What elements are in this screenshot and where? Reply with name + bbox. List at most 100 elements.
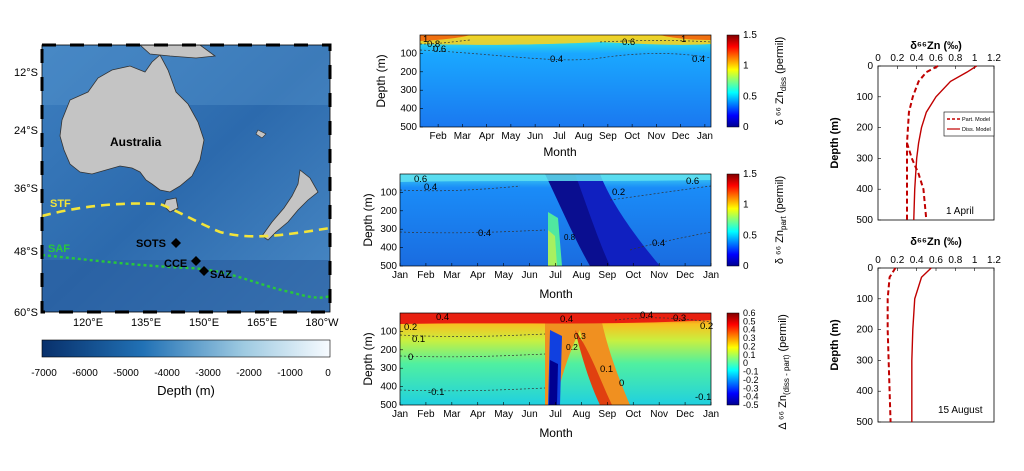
contour-label: 0.4 [560, 314, 573, 325]
x-tick-label: Sep [598, 270, 616, 281]
australia-landmass [59, 54, 205, 193]
colorbar-tick-label: 0.5 [743, 91, 757, 102]
x-tick-label: Jul [549, 270, 562, 281]
lon-label: 165°E [247, 317, 277, 329]
x-tick-label: 1 [972, 53, 978, 64]
series-line-particulate [886, 267, 897, 423]
legend-item: Part. Model [962, 117, 990, 123]
contour-label: 0.4 [640, 310, 653, 321]
x-tick-label: 0.6 [929, 255, 943, 266]
series-line-dissolved [913, 65, 977, 221]
y-axis-label: Depth (m) [361, 193, 375, 246]
contour-label: 0.3 [673, 313, 686, 324]
x-tick-label: Apr [470, 409, 486, 420]
y-tick-label: 300 [380, 224, 397, 235]
date-annotation: 15 August [938, 405, 983, 416]
x-tick-label: Sep [598, 409, 616, 420]
bathy-tick: 0 [325, 368, 331, 379]
y-tick-label: 300 [856, 153, 873, 164]
colorbar-tick-label: 0 [743, 261, 749, 272]
stf-front-line [42, 202, 330, 238]
heatmap-part-panel: 0.6 0.4 0.4 0.2 0.6 0.4 0.8 Jan Feb Mar Apr… [361, 169, 788, 301]
colorbar [726, 34, 740, 128]
x-tick-label: 0.6 [929, 53, 943, 64]
colorbar-tick-label: 0.2 [743, 341, 756, 351]
x-tick-label: Apr [470, 270, 486, 281]
contour-label: 0.6 [622, 37, 635, 48]
x-tick-label: Nov [650, 409, 668, 420]
heatmap-field [420, 35, 711, 127]
x-tick-label: Dec [676, 270, 694, 281]
series-line-particulate [906, 65, 939, 220]
lon-label: 120°E [73, 317, 103, 329]
y-tick-label: 200 [856, 325, 873, 336]
x-tick-label: Nov [647, 131, 665, 142]
bathy-tick: -5000 [113, 368, 139, 379]
bathy-tick: -6000 [72, 368, 98, 379]
x-tick-label: 0 [875, 255, 881, 266]
y-tick-label: 400 [400, 104, 417, 115]
lon-label: 135°E [131, 317, 161, 329]
contour-label: 0.8 [427, 39, 440, 50]
colorbar-label: δ ⁶⁶ Zndiss (permil) [774, 37, 788, 126]
map-panel: Australia STF SAF SOTS CCE SAZ 12°S 24°S… [14, 43, 339, 398]
colorbar-tick-label: 0 [743, 122, 749, 133]
x-tick-label: 0.8 [948, 53, 962, 64]
heatmap-delta-panel: 0.4 0.2 0.1 0 -0.1 0.4 0.3 0.2 0.4 0.3 0… [361, 308, 791, 440]
contour-label: 0.6 [433, 44, 446, 55]
x-tick-label: Jul [549, 409, 562, 420]
site-saz-label: SAZ [210, 269, 232, 281]
x-tick-label: 1.2 [987, 255, 1001, 266]
contour-label: 0.6 [414, 174, 427, 185]
stf-label: STF [50, 198, 71, 210]
x-tick-label: Oct [624, 131, 640, 142]
contour-label: 0.2 [404, 322, 417, 333]
lat-label: 12°S [14, 67, 38, 79]
colorbar-tick-label: 0 [743, 358, 748, 368]
x-tick-label: Mar [443, 270, 461, 281]
x-tick-label: Jan [703, 409, 719, 420]
colorbar-tick-label: 0.5 [743, 230, 757, 241]
continent-label: Australia [110, 135, 162, 149]
x-tick-label: Jun [522, 409, 538, 420]
saf-label: SAF [48, 243, 70, 255]
x-tick-label: 1.2 [987, 53, 1001, 64]
x-tick-label: 0 [875, 53, 881, 64]
legend-item: Diss. Model [962, 127, 991, 133]
y-tick-label: 0 [867, 61, 873, 72]
colorbar-tick-label: 1 [743, 61, 749, 72]
contour-label: 0.4 [424, 182, 437, 193]
lat-label: 36°S [14, 183, 38, 195]
x-tick-label: Aug [573, 270, 591, 281]
y-axis-label: Depth (m) [374, 54, 388, 107]
x-axis-label: Month [539, 287, 572, 301]
lon-label: 150°E [189, 317, 219, 329]
contour-label: 0 [408, 352, 413, 363]
colorbar-tick-label: 0.6 [743, 308, 756, 318]
y-tick-label: 100 [400, 48, 417, 59]
contour-label: 0.3 [574, 331, 586, 341]
bathy-tick: -4000 [154, 368, 180, 379]
colorbar [726, 173, 740, 267]
y-tick-label: 100 [856, 92, 873, 103]
colorbar-tick-label: -0.5 [743, 400, 759, 410]
bathy-tick: -3000 [195, 368, 221, 379]
x-tick-label: Jan [392, 270, 408, 281]
contour-label: 0.6 [686, 176, 699, 187]
profile-april-panel: δ⁶⁶Zn (‰) 0 0.2 0.4 0.6 0.8 1 1.2 0 100 200 300 40… [829, 40, 1001, 226]
x-axis-label: Month [539, 426, 572, 440]
date-annotation: 1 April [946, 206, 974, 217]
contour-label: 0 [619, 378, 624, 389]
x-tick-label: Mar [443, 409, 461, 420]
colorbar-tick-label: 0.1 [743, 350, 756, 360]
y-tick-label: 400 [380, 243, 397, 254]
x-tick-label: Jan [697, 131, 713, 142]
legend: Part. Model Diss. Model [943, 111, 995, 137]
colorbar-tick-label: 1.5 [743, 30, 757, 41]
contour-label: 0.4 [550, 54, 563, 65]
contour-label: 0.2 [612, 187, 625, 198]
colorbar [726, 312, 740, 406]
colorbar-tick-label: 0.4 [743, 325, 756, 335]
y-tick-label: 400 [856, 386, 873, 397]
x-tick-label: Feb [417, 409, 435, 420]
